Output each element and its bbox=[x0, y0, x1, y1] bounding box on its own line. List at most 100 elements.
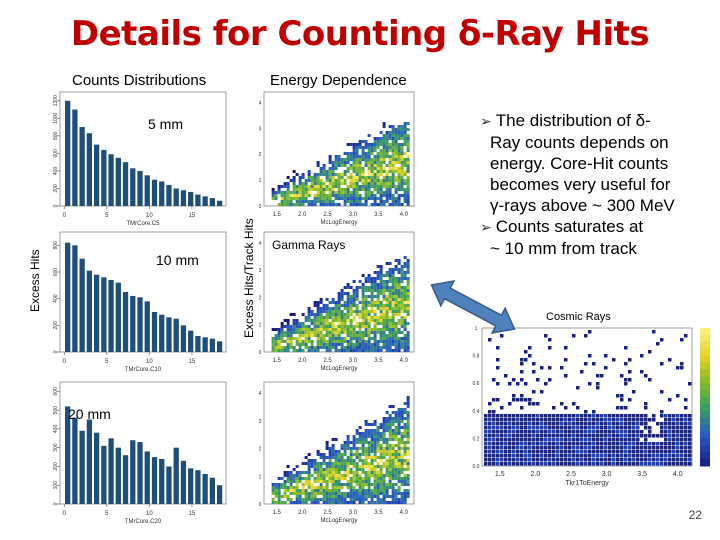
heat-cell bbox=[600, 414, 604, 418]
heat-cell bbox=[544, 438, 548, 442]
heat-cell bbox=[334, 319, 338, 322]
heat-cell bbox=[361, 441, 365, 444]
heat-cell bbox=[358, 310, 362, 313]
heat-cell bbox=[349, 349, 353, 352]
heat-cell bbox=[328, 450, 332, 453]
heat-cell bbox=[364, 298, 368, 301]
heat-cell bbox=[406, 420, 410, 423]
heat-cell bbox=[688, 462, 692, 466]
heat-cell bbox=[385, 343, 389, 346]
bar bbox=[209, 338, 216, 352]
heat-cell bbox=[355, 203, 359, 206]
heat-cell bbox=[367, 441, 371, 444]
heat-cell bbox=[301, 340, 305, 343]
heat-cell bbox=[572, 434, 576, 438]
heat-cell bbox=[385, 146, 389, 149]
heat-cell bbox=[352, 441, 356, 444]
heat-cell bbox=[552, 438, 556, 442]
heat-cell bbox=[274, 340, 278, 343]
heat-cell bbox=[400, 268, 404, 271]
heat-cell bbox=[552, 446, 556, 450]
heat-cell bbox=[391, 298, 395, 301]
heat-cell bbox=[301, 471, 305, 474]
heat-cell bbox=[286, 191, 290, 194]
heat-cell bbox=[548, 438, 552, 442]
heat-cell bbox=[283, 474, 287, 477]
heat-cell bbox=[406, 459, 410, 462]
heat-cell bbox=[406, 200, 410, 203]
heat-cell bbox=[319, 185, 323, 188]
heat-cell bbox=[271, 328, 275, 331]
heat-cell bbox=[328, 474, 332, 477]
heat-cell bbox=[676, 394, 680, 398]
heat-cell bbox=[644, 450, 648, 454]
heat-cell bbox=[524, 450, 528, 454]
heat-cell bbox=[283, 495, 287, 498]
label-10mm: 10 mm bbox=[156, 252, 199, 268]
heat-cell bbox=[325, 307, 329, 310]
heat-cell bbox=[289, 498, 293, 501]
heat-cell bbox=[283, 471, 287, 474]
heat-cell bbox=[367, 483, 371, 486]
heat-cell bbox=[355, 498, 359, 501]
heat-cell bbox=[403, 295, 407, 298]
heat-cell bbox=[596, 442, 600, 446]
heat-cell bbox=[364, 313, 368, 316]
heat-cell bbox=[286, 465, 290, 468]
heat-cell bbox=[584, 334, 588, 338]
heat-cell bbox=[346, 435, 350, 438]
heat-cell bbox=[397, 313, 401, 316]
colorbar-cell bbox=[700, 390, 710, 398]
x-axis-label: TMrCore.C10 bbox=[125, 367, 162, 373]
heat-cell bbox=[340, 161, 344, 164]
heat-cell bbox=[668, 358, 672, 362]
heat-cell bbox=[373, 295, 377, 298]
heat-cell bbox=[624, 446, 628, 450]
heat-cell bbox=[379, 435, 383, 438]
x-tick-label: 3.0 bbox=[349, 212, 358, 218]
heat-cell bbox=[286, 495, 290, 498]
heat-cell bbox=[484, 414, 488, 418]
heat-cell bbox=[355, 170, 359, 173]
heat-cell bbox=[406, 170, 410, 173]
heat-cell bbox=[388, 328, 392, 331]
heat-cell bbox=[364, 349, 368, 352]
heat-cell bbox=[394, 176, 398, 179]
heat-cell bbox=[373, 480, 377, 483]
heat-cell bbox=[334, 453, 338, 456]
heat-cell bbox=[319, 489, 323, 492]
heat-cell bbox=[367, 304, 371, 307]
heat-cell bbox=[397, 438, 401, 441]
heat-cell bbox=[388, 158, 392, 161]
heat-cell bbox=[364, 322, 368, 325]
heat-cell bbox=[358, 435, 362, 438]
heat-cell bbox=[394, 343, 398, 346]
heat-cell bbox=[319, 456, 323, 459]
heat-cell bbox=[400, 408, 404, 411]
heat-cell bbox=[325, 325, 329, 328]
heat-cell bbox=[588, 354, 592, 358]
heat-cell bbox=[520, 418, 524, 422]
heat-cell bbox=[325, 343, 329, 346]
heat-cell bbox=[352, 447, 356, 450]
colorbar-cell bbox=[700, 362, 710, 370]
heat-cell bbox=[394, 468, 398, 471]
bar bbox=[180, 460, 187, 504]
heat-cell bbox=[364, 462, 368, 465]
page-number: 22 bbox=[688, 508, 702, 522]
heat-cell bbox=[382, 179, 386, 182]
heat-cell bbox=[367, 289, 371, 292]
heat-cell bbox=[310, 349, 314, 352]
heat-cell bbox=[328, 495, 332, 498]
heat-cell bbox=[512, 442, 516, 446]
heat-cell bbox=[540, 390, 544, 394]
heat-cell bbox=[524, 438, 528, 442]
heat-cell bbox=[660, 338, 664, 342]
heat-cell bbox=[568, 438, 572, 442]
heat-cell bbox=[400, 343, 404, 346]
heat-cell bbox=[397, 480, 401, 483]
heat-cell bbox=[373, 450, 377, 453]
heat-cell bbox=[337, 495, 341, 498]
heat-cell bbox=[370, 158, 374, 161]
heat-cell bbox=[391, 289, 395, 292]
